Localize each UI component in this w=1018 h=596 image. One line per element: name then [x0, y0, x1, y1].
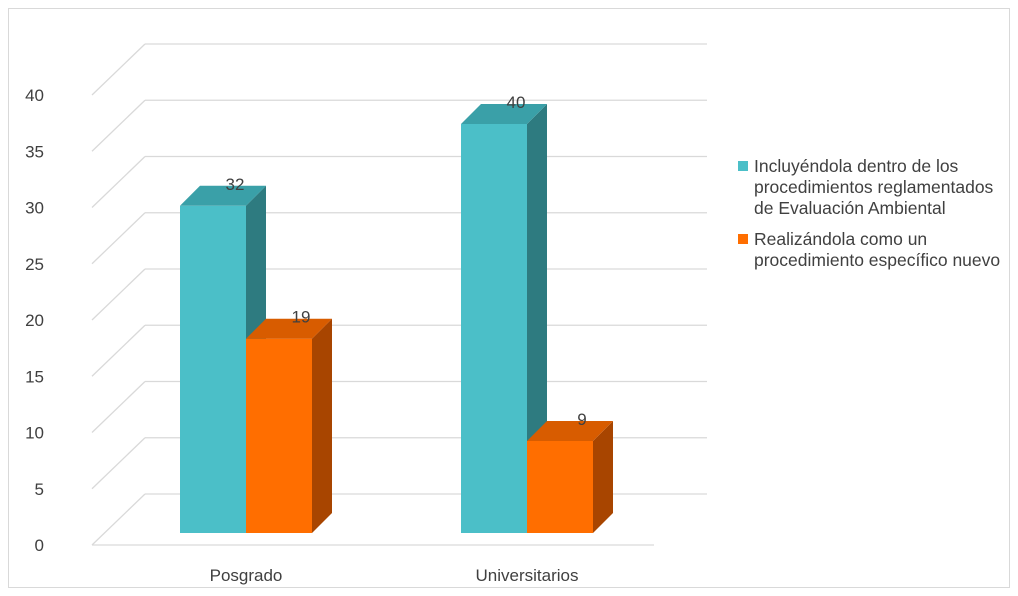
- gridline-diag-30: [91, 156, 146, 208]
- bar-posgrado-series-2-side: [312, 318, 332, 533]
- legend-swatch-series-1: [738, 161, 748, 171]
- bar-universitarios-series-2-side: [593, 420, 613, 533]
- data-label-posgrado-series-1: 32: [226, 175, 245, 194]
- bar-posgrado-series-2-front: [246, 338, 312, 533]
- y-tick-label-10: 10: [25, 424, 44, 443]
- gridline-diag-20: [91, 268, 146, 321]
- data-label-posgrado-series-2: 19: [292, 308, 311, 327]
- bar-universitarios-series-2-front: [527, 440, 593, 533]
- gridline-diag-0: [91, 493, 146, 546]
- y-tick-label-0: 0: [35, 536, 44, 555]
- bar-universitarios-series-2-top: [527, 420, 613, 441]
- bar-universitarios-series-1-top: [461, 104, 547, 124]
- legend-item-series-1: Incluyéndola dentro de los procedimiento…: [738, 156, 1010, 219]
- y-tick-label-25: 25: [25, 255, 44, 274]
- gridline-diag-15: [91, 324, 146, 377]
- bar-posgrado-series-1-top: [180, 185, 266, 206]
- legend-label-series-2: Realizándola como un procedimiento espec…: [754, 229, 1001, 270]
- y-axis-ticks: 0 5 10 15 20 25 30 35 40: [25, 86, 44, 555]
- x-category-label-universitarios: Universitarios: [476, 566, 579, 585]
- legend-swatch-series-2: [738, 234, 748, 244]
- bar-posgrado-series-1-front: [180, 205, 246, 534]
- data-label-universitarios-series-1: 40: [507, 93, 526, 112]
- legend-label-series-1: Incluyéndola dentro de los procedimiento…: [754, 156, 994, 218]
- bar-posgrado-series-2-top: [246, 318, 332, 339]
- gridline-diag-40: [91, 43, 146, 96]
- x-category-label-posgrado: Posgrado: [210, 566, 283, 585]
- gridline-diag-5: [91, 437, 146, 490]
- gridline-diag-10: [91, 381, 146, 433]
- gridline-diag-35: [91, 99, 146, 152]
- y-tick-label-5: 5: [35, 480, 44, 499]
- gridline-diag-25: [91, 212, 146, 265]
- data-label-universitarios-series-2: 9: [577, 410, 586, 429]
- legend-item-series-2: Realizándola como un procedimiento espec…: [738, 229, 1010, 271]
- category-labels: Posgrado Universitarios: [210, 566, 579, 585]
- bar-universitarios-series-1-front: [461, 124, 527, 533]
- y-tick-label-35: 35: [25, 142, 44, 161]
- legend: Incluyéndola dentro de los procedimiento…: [738, 156, 1010, 281]
- y-tick-label-30: 30: [25, 199, 44, 218]
- y-tick-label-20: 20: [25, 311, 44, 330]
- data-labels: 32 19 40 9: [226, 93, 587, 429]
- bars: [180, 104, 613, 534]
- bar-universitarios-series-1-side: [527, 104, 547, 533]
- y-tick-label-40: 40: [25, 86, 44, 105]
- y-tick-label-15: 15: [25, 367, 44, 386]
